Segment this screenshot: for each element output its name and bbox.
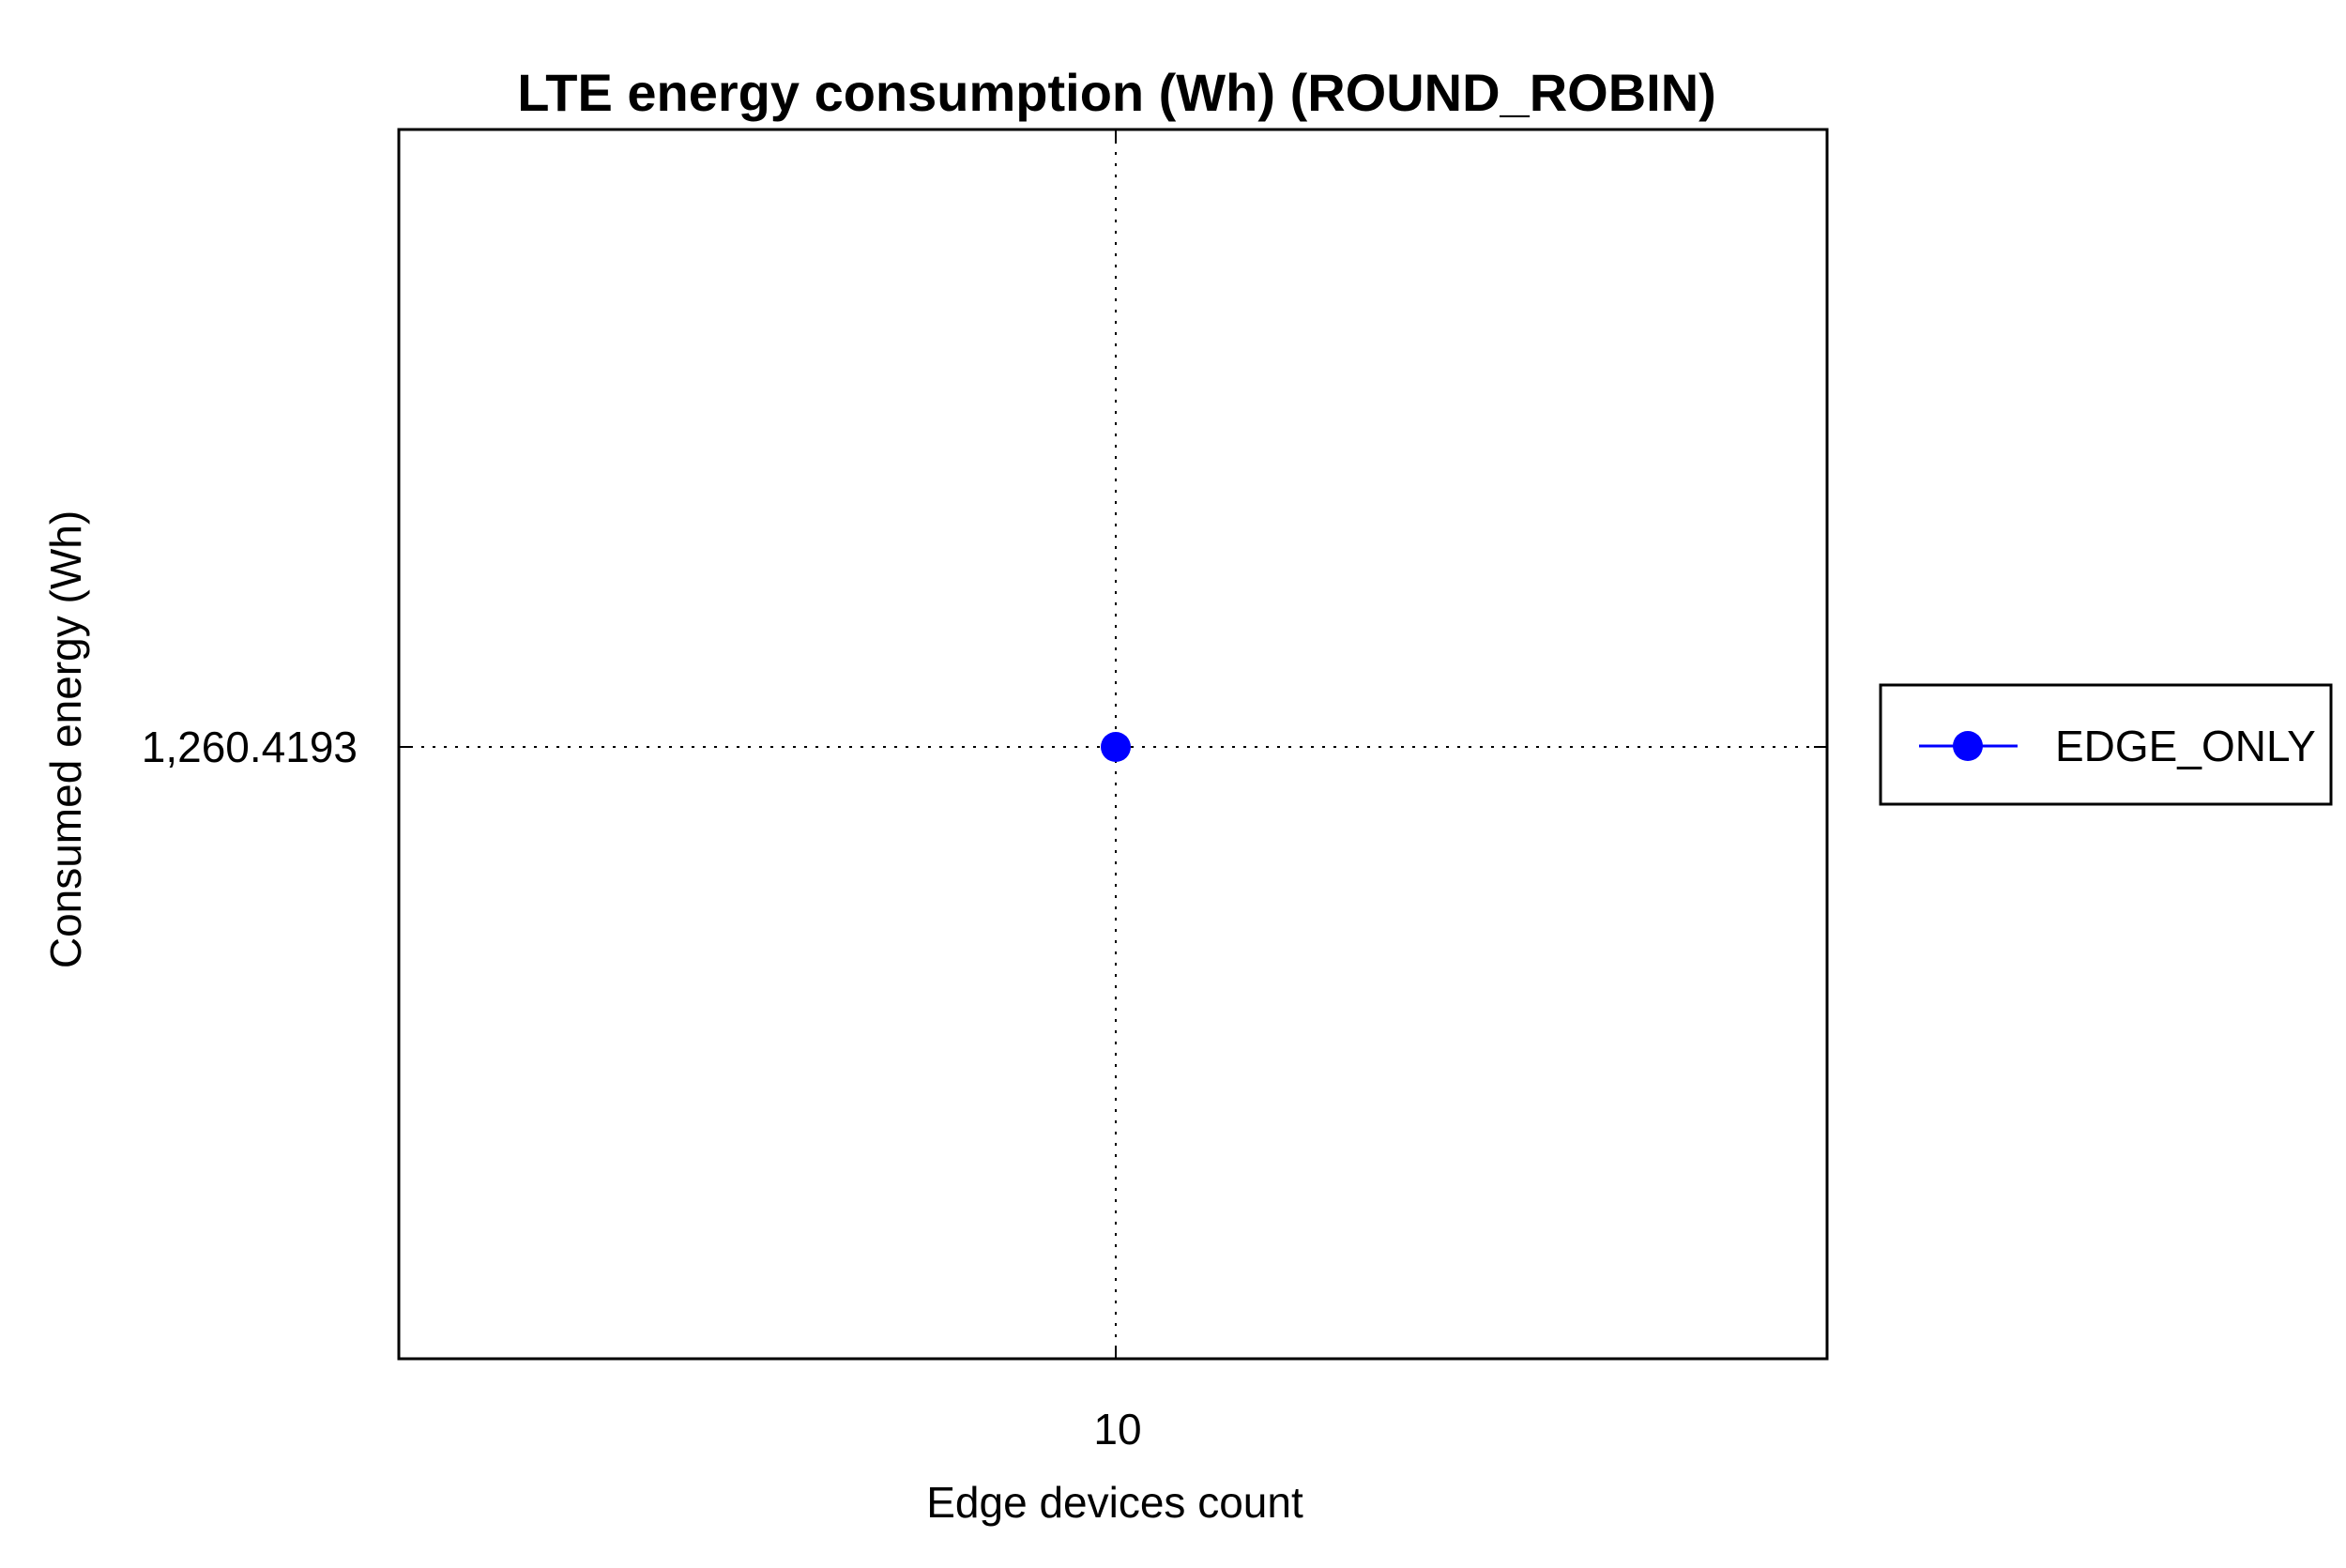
legend: EDGE_ONLY xyxy=(1879,683,2333,806)
chart-title: LTE energy consumption (Wh) (ROUND_ROBIN… xyxy=(517,63,1716,122)
legend-items: EDGE_ONLY xyxy=(1919,722,2316,770)
data-point xyxy=(1101,732,1131,762)
series-layer xyxy=(1101,732,1131,762)
x-axis-label: Edge devices count xyxy=(926,1478,1303,1527)
ticks-layer: 10 1,260.4193 xyxy=(142,129,1827,1454)
y-axis-label: Consumed energy (Wh) xyxy=(41,510,90,968)
y-tick-label: 1,260.4193 xyxy=(142,723,358,771)
legend-label: EDGE_ONLY xyxy=(2055,722,2316,770)
plot-area-frame xyxy=(397,128,1829,1361)
x-tick-label: 10 xyxy=(1093,1405,1141,1454)
legend-marker xyxy=(1953,731,1983,761)
grid-layer xyxy=(399,129,1827,1359)
